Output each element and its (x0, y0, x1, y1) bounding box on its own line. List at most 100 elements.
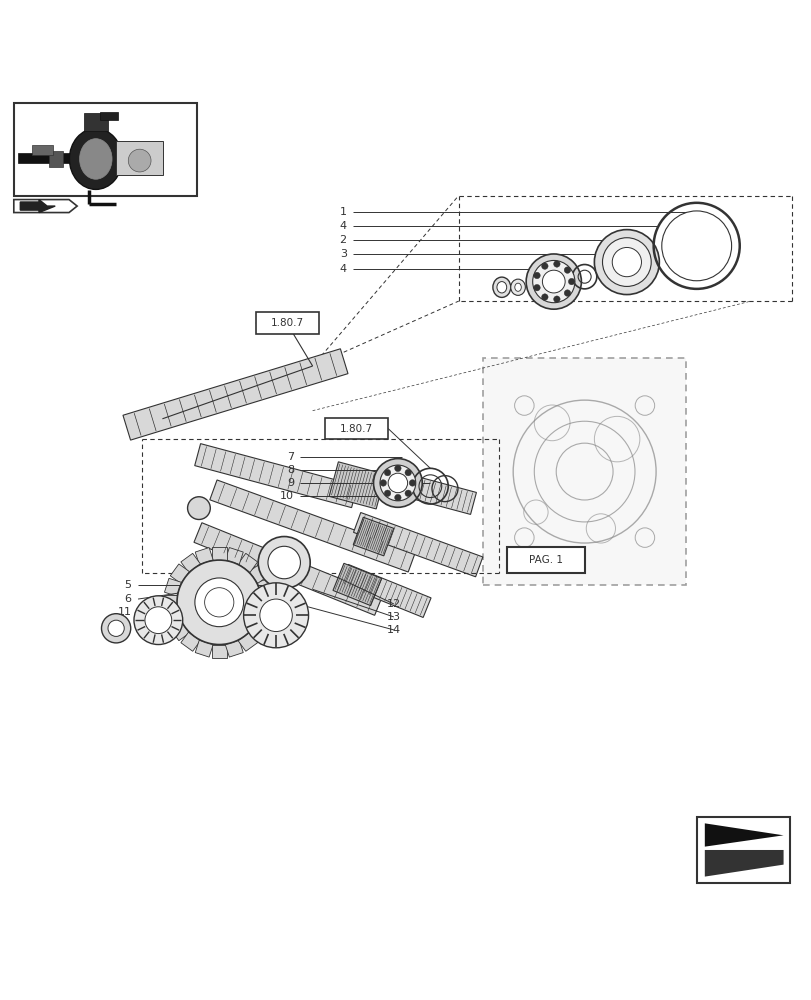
Polygon shape (225, 548, 243, 564)
Circle shape (101, 614, 131, 643)
Circle shape (611, 247, 641, 277)
Text: 14: 14 (387, 625, 401, 635)
Circle shape (526, 254, 581, 309)
Polygon shape (238, 632, 257, 651)
Polygon shape (164, 595, 177, 610)
Circle shape (260, 599, 292, 632)
Circle shape (405, 469, 411, 476)
Circle shape (541, 263, 547, 269)
Polygon shape (257, 608, 273, 626)
Polygon shape (340, 564, 431, 617)
Polygon shape (261, 595, 274, 610)
Circle shape (134, 596, 182, 645)
Ellipse shape (492, 277, 510, 297)
Polygon shape (333, 563, 381, 606)
Ellipse shape (510, 279, 525, 295)
Text: 10: 10 (280, 491, 294, 501)
Ellipse shape (79, 139, 112, 179)
Circle shape (243, 583, 308, 648)
Text: 1: 1 (339, 207, 346, 217)
Circle shape (380, 465, 415, 501)
Circle shape (405, 490, 411, 497)
Circle shape (268, 546, 300, 579)
Bar (507, 547, 584, 573)
Bar (18, 153, 91, 163)
Circle shape (564, 290, 570, 296)
Polygon shape (195, 548, 212, 564)
Polygon shape (353, 513, 483, 577)
Text: 4: 4 (339, 264, 346, 274)
Circle shape (532, 260, 574, 303)
Polygon shape (249, 564, 268, 583)
Circle shape (384, 490, 390, 497)
Bar (255, 312, 319, 334)
Bar (84, 113, 108, 131)
Polygon shape (165, 608, 181, 626)
Text: 8: 8 (286, 465, 294, 475)
Text: 1.80.7: 1.80.7 (271, 318, 303, 328)
Text: PAG. 1: PAG. 1 (529, 555, 562, 565)
Text: 11: 11 (118, 607, 131, 617)
Circle shape (373, 459, 422, 507)
Ellipse shape (70, 129, 122, 189)
Bar (696, 817, 789, 883)
Text: 4: 4 (339, 221, 346, 231)
Ellipse shape (496, 282, 506, 293)
Polygon shape (353, 517, 393, 556)
Circle shape (394, 494, 401, 501)
Circle shape (568, 278, 574, 285)
Polygon shape (181, 553, 200, 572)
Polygon shape (328, 462, 385, 509)
Polygon shape (194, 523, 382, 615)
Circle shape (388, 473, 407, 493)
Circle shape (553, 261, 560, 267)
Circle shape (380, 480, 386, 486)
Circle shape (594, 230, 659, 295)
Circle shape (602, 238, 650, 286)
Circle shape (542, 270, 564, 293)
Circle shape (394, 465, 401, 472)
Circle shape (177, 560, 261, 645)
Circle shape (384, 469, 390, 476)
Polygon shape (212, 645, 226, 658)
Circle shape (195, 578, 243, 627)
Circle shape (533, 272, 539, 279)
Text: 3: 3 (339, 249, 346, 259)
Polygon shape (170, 564, 189, 583)
Polygon shape (257, 578, 273, 596)
Bar (32, 145, 53, 155)
Circle shape (187, 497, 210, 519)
Text: 12: 12 (387, 599, 401, 609)
Circle shape (258, 537, 310, 589)
Bar (49, 151, 63, 167)
Bar (14, 103, 196, 196)
Polygon shape (170, 621, 189, 641)
Circle shape (564, 267, 570, 273)
Text: 9: 9 (286, 478, 294, 488)
Ellipse shape (514, 283, 521, 291)
Polygon shape (249, 621, 268, 641)
Text: 2: 2 (339, 235, 346, 245)
Circle shape (108, 620, 124, 636)
Polygon shape (20, 200, 55, 213)
Text: 7: 7 (286, 452, 294, 462)
Text: 5: 5 (124, 580, 131, 590)
Polygon shape (225, 640, 243, 657)
Polygon shape (212, 547, 226, 560)
Text: 13: 13 (387, 612, 401, 622)
Polygon shape (14, 200, 77, 213)
Polygon shape (704, 850, 783, 877)
Bar (100, 112, 118, 120)
Circle shape (541, 294, 547, 300)
Circle shape (409, 480, 415, 486)
Polygon shape (238, 553, 257, 572)
Polygon shape (122, 349, 348, 440)
Bar (324, 418, 388, 439)
Circle shape (553, 296, 560, 302)
Circle shape (145, 607, 172, 634)
Polygon shape (165, 578, 181, 596)
Polygon shape (209, 480, 415, 572)
Polygon shape (483, 358, 685, 585)
Circle shape (533, 284, 539, 291)
Polygon shape (704, 823, 783, 847)
